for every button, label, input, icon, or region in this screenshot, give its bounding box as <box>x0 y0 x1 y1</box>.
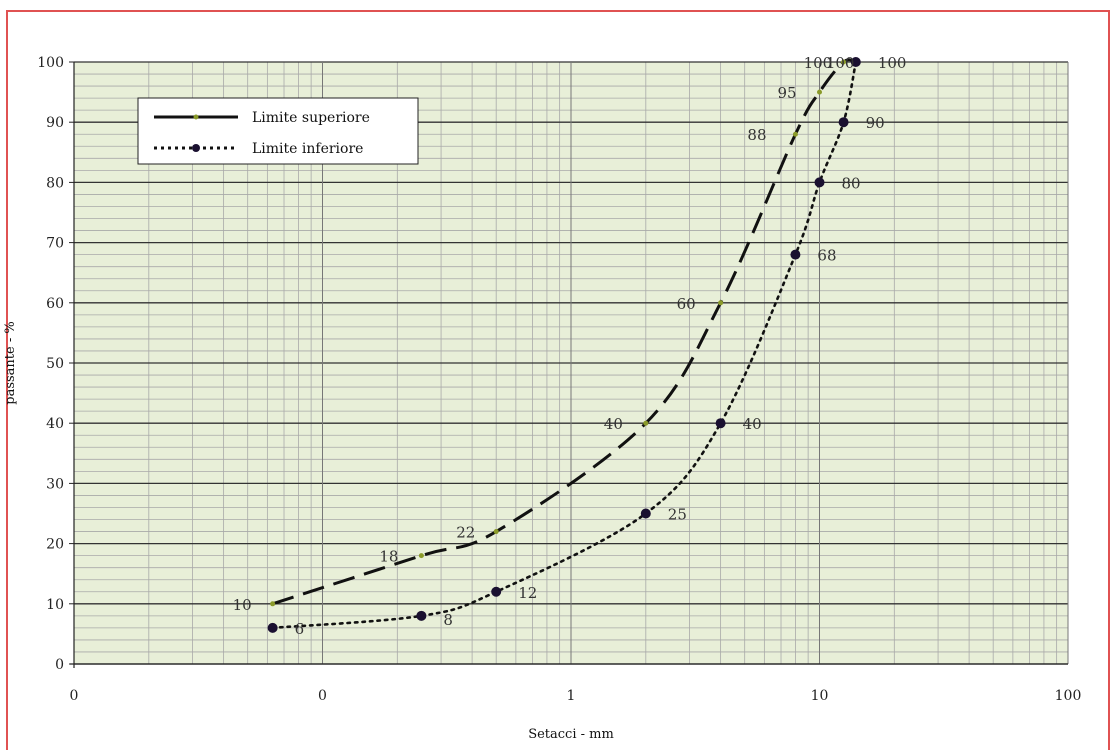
data-label: 100 <box>826 54 855 72</box>
y-tick-label: 40 <box>46 416 64 432</box>
legend: Limite superiore Limite inferiore <box>137 97 419 165</box>
data-label: 95 <box>778 84 797 102</box>
series-layer <box>267 57 861 633</box>
x-tick-label: 10 <box>811 688 829 704</box>
x-tick-labels: 0 0 1 10 100 <box>70 688 1082 704</box>
data-label: 8 <box>443 611 453 629</box>
y-tick-label: 20 <box>46 537 64 553</box>
y-tick-labels: 0 10 20 30 40 50 60 70 80 90 100 <box>37 55 74 673</box>
data-label: 22 <box>456 524 475 542</box>
series-line <box>271 60 858 630</box>
data-label: 6 <box>295 620 305 638</box>
data-point <box>792 131 798 137</box>
y-tick-label: 30 <box>46 476 64 492</box>
data-point <box>850 57 861 67</box>
x-axis-label: Setacci - mm <box>528 727 614 742</box>
data-label: 88 <box>747 126 766 144</box>
data-point <box>715 418 726 429</box>
data-point <box>838 117 849 128</box>
data-label: 68 <box>817 247 836 265</box>
x-tick-label: 1 <box>567 688 576 704</box>
data-point <box>491 586 502 597</box>
y-tick-label: 60 <box>46 296 64 312</box>
x-tick-label: 0 <box>70 688 79 704</box>
data-point <box>841 59 847 65</box>
y-axis-label: passante - % <box>3 321 18 404</box>
legend-box <box>137 97 419 165</box>
series-limite-inferiore <box>267 57 861 633</box>
y-tick-label: 50 <box>46 356 64 372</box>
data-point <box>270 601 276 607</box>
data-label: 100 <box>804 54 833 72</box>
y-tick-label: 90 <box>46 115 64 131</box>
data-point <box>418 553 424 559</box>
data-point <box>814 177 825 188</box>
legend-marker-superiore <box>193 114 199 120</box>
axes <box>70 62 1068 668</box>
data-point <box>817 89 822 95</box>
x-tick-label: 100 <box>1055 688 1082 704</box>
data-point <box>493 529 499 535</box>
data-point <box>640 508 651 519</box>
data-point <box>267 622 278 633</box>
data-point <box>416 610 427 621</box>
data-label: 80 <box>842 174 861 192</box>
legend-marker-inferiore <box>192 144 200 152</box>
data-label: 25 <box>668 506 687 524</box>
series-line <box>272 58 857 606</box>
data-label: 40 <box>743 415 762 433</box>
data-label: 60 <box>677 295 696 313</box>
data-point <box>643 420 649 426</box>
legend-label-inferiore: Limite inferiore <box>252 141 363 157</box>
y-tick-label: 100 <box>37 55 64 71</box>
data-label: 18 <box>379 548 398 566</box>
data-point <box>718 300 724 306</box>
data-label: 40 <box>604 415 623 433</box>
data-label: 12 <box>518 584 537 602</box>
legend-label-superiore: Limite superiore <box>252 110 370 126</box>
y-tick-label: 10 <box>46 597 64 613</box>
y-tick-label: 0 <box>55 657 64 673</box>
y-tick-label: 70 <box>46 236 64 252</box>
x-tick-label: 0 <box>318 688 327 704</box>
y-tick-label: 80 <box>46 175 64 191</box>
data-label: 90 <box>866 114 885 132</box>
data-point <box>790 249 801 260</box>
data-label: 100 <box>878 54 907 72</box>
data-label: 10 <box>233 596 252 614</box>
